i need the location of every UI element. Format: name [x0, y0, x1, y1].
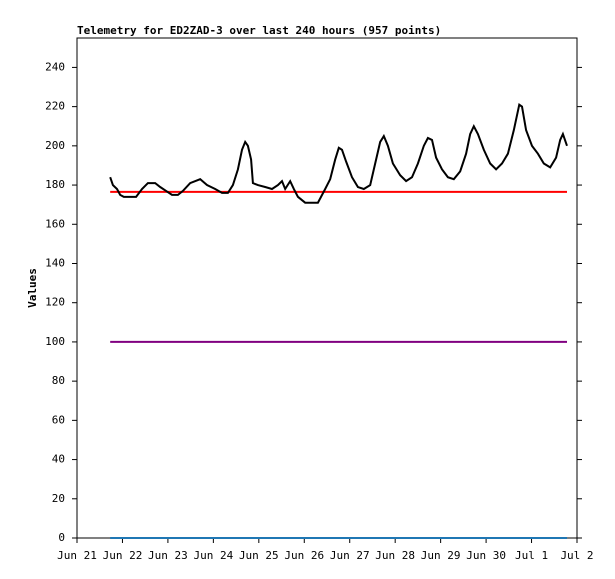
y-tick-label: 160 [45, 217, 65, 230]
chart-title: Telemetry for ED2ZAD-3 over last 240 hou… [77, 24, 441, 37]
y-tick-label: 180 [45, 178, 65, 191]
x-tick-label: Jun 28 [375, 549, 415, 562]
x-tick-label: Jun 21 [57, 549, 97, 562]
y-tick-label: 100 [45, 335, 65, 348]
x-tick-label: Jun 29 [421, 549, 461, 562]
x-tick-label: Jun 25 [239, 549, 279, 562]
x-tick-label: Jun 23 [148, 549, 188, 562]
y-tick-label: 220 [45, 100, 65, 113]
x-tick-label: Jul 2 [560, 549, 593, 562]
y-tick-label: 240 [45, 60, 65, 73]
y-tick-label: 80 [52, 374, 65, 387]
x-tick-label: Jun 26 [284, 549, 324, 562]
y-tick-label: 200 [45, 139, 65, 152]
y-tick-label: 140 [45, 256, 65, 269]
y-tick-label: 20 [52, 492, 65, 505]
x-tick-label: Jun 27 [330, 549, 370, 562]
series-line [109, 102, 568, 204]
y-tick-label: 60 [52, 413, 65, 426]
plot-frame [76, 37, 578, 539]
y-axis-label: Values [26, 268, 39, 308]
x-tick-label: Jun 24 [193, 549, 233, 562]
y-tick-label: 120 [45, 296, 65, 309]
x-tick-label: Jun 22 [103, 549, 143, 562]
y-tick-label: 0 [58, 531, 65, 544]
x-tick-label: Jun 30 [466, 549, 506, 562]
y-tick-label: 40 [52, 453, 65, 466]
x-tick-label: Jul 1 [515, 549, 548, 562]
